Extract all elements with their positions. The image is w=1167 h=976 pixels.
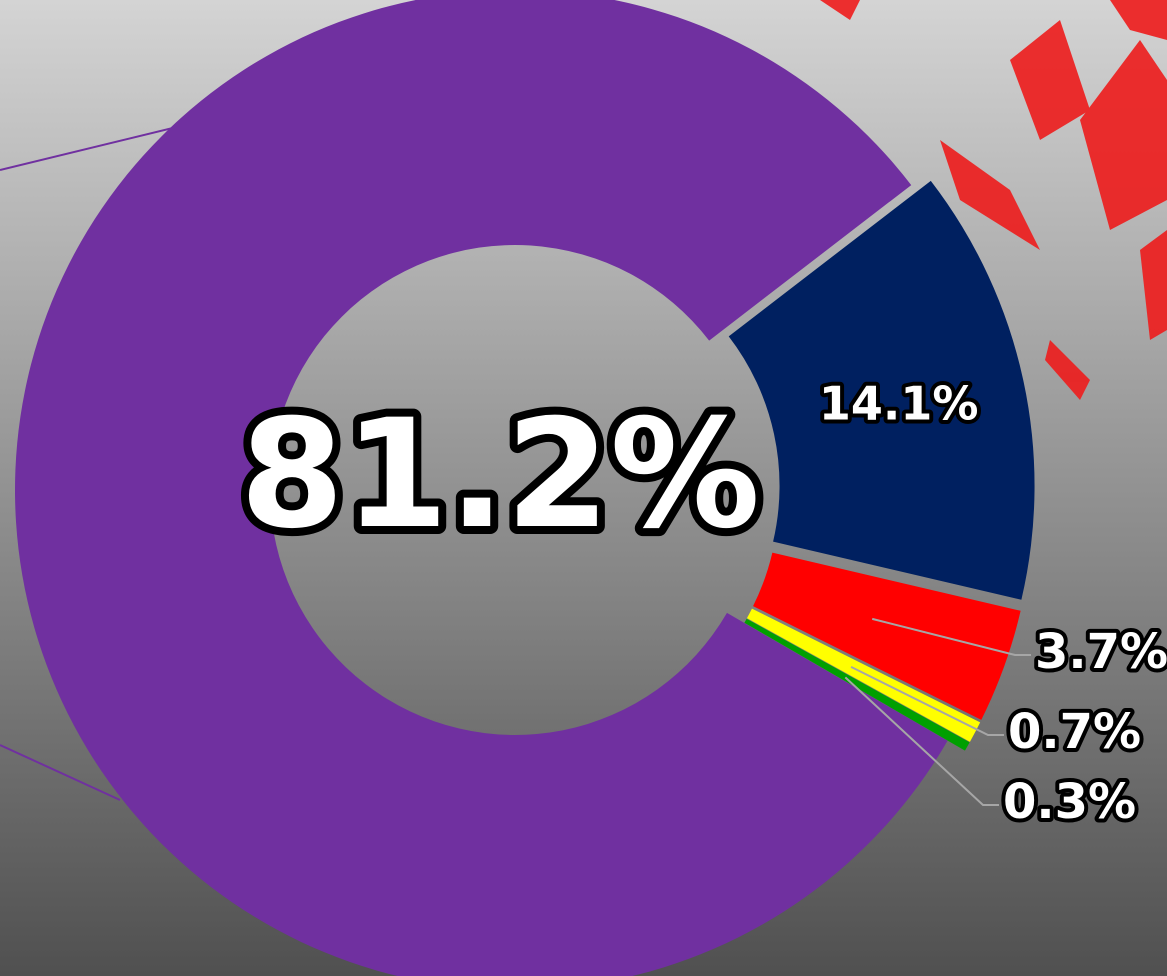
data-label: 3.7% bbox=[1035, 624, 1167, 680]
page: 81.2%14.1%3.7%0.7%0.3% (() => { const da… bbox=[0, 0, 1167, 976]
data-label: 0.7% bbox=[1008, 704, 1141, 760]
data-label: 14.1% bbox=[819, 377, 979, 431]
chart: 81.2% 14.1% 3.7% 0.7% 0.3% bbox=[0, 0, 1167, 976]
data-label: 0.3% bbox=[1003, 774, 1136, 830]
center-label: 81.2% bbox=[240, 388, 760, 562]
